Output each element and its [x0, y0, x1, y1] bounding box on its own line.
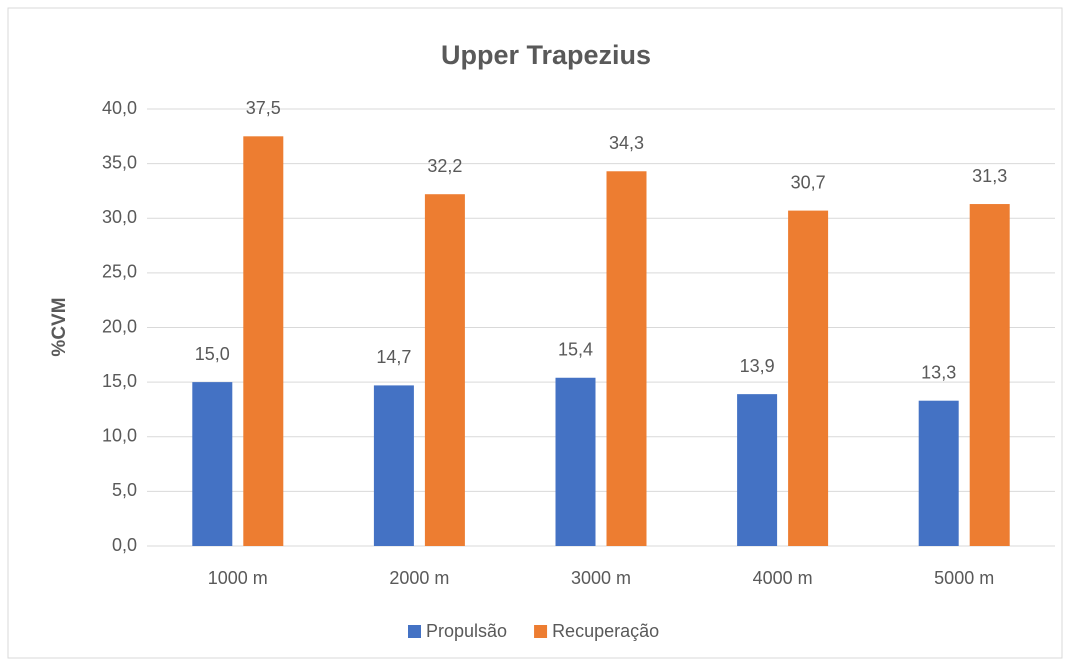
value-label: 37,5	[246, 98, 281, 118]
value-label: 30,7	[791, 172, 826, 192]
y-axis-label: %CVM	[49, 297, 70, 356]
legend-label: Recuperação	[552, 621, 659, 641]
legend-swatch	[534, 625, 548, 638]
x-tick-label: 3000 m	[571, 568, 631, 588]
value-label: 32,2	[427, 156, 462, 176]
y-tick-label: 35,0	[102, 152, 137, 172]
y-tick-label: 40,0	[102, 98, 137, 118]
bar	[737, 394, 778, 546]
bar	[788, 210, 829, 547]
value-label: 15,0	[195, 344, 230, 364]
bar	[555, 377, 596, 546]
y-tick-label: 30,0	[102, 207, 137, 227]
chart-border	[7, 7, 1063, 659]
chart-title: Upper Trapezius	[441, 40, 651, 70]
bar	[969, 204, 1010, 547]
bar	[606, 171, 647, 546]
y-tick-label: 20,0	[102, 316, 137, 336]
legend-label: Propulsão	[426, 621, 507, 641]
x-tick-label: 2000 m	[389, 568, 449, 588]
y-tick-label: 10,0	[102, 426, 137, 446]
value-label: 31,3	[972, 166, 1007, 186]
bar	[424, 194, 465, 546]
bar	[243, 136, 284, 546]
y-tick-label: 0,0	[112, 535, 137, 555]
x-tick-label: 1000 m	[208, 568, 268, 588]
bar	[373, 385, 414, 546]
value-label: 34,3	[609, 133, 644, 153]
legend-swatch	[408, 625, 421, 638]
value-label: 14,7	[376, 347, 411, 367]
bar	[192, 382, 233, 546]
value-label: 15,4	[558, 340, 593, 360]
value-label: 13,3	[921, 362, 956, 382]
x-tick-label: 4000 m	[753, 568, 813, 588]
x-tick-label: 5000 m	[934, 568, 994, 588]
bar	[918, 400, 959, 546]
y-tick-label: 15,0	[102, 371, 137, 391]
value-label: 13,9	[740, 356, 775, 376]
y-tick-label: 25,0	[102, 262, 137, 282]
y-tick-label: 5,0	[112, 480, 137, 500]
